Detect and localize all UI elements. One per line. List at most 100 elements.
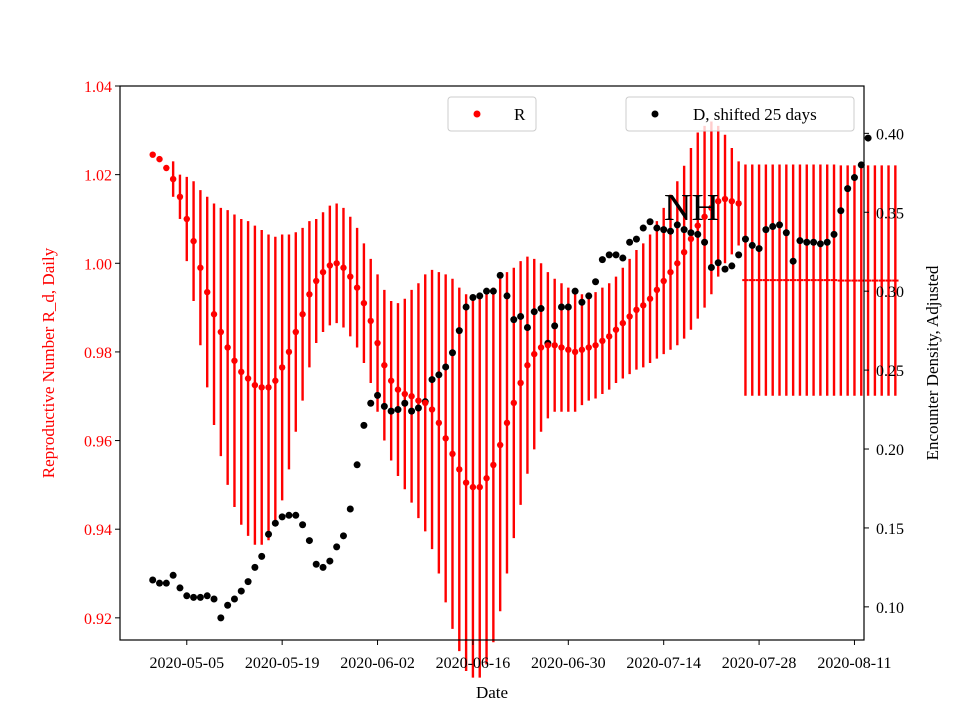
r-point xyxy=(544,342,552,349)
r-point xyxy=(204,288,211,296)
r-point xyxy=(571,348,579,356)
d-point xyxy=(564,303,572,311)
left-y-tick-label: 0.96 xyxy=(84,434,112,451)
r-point xyxy=(394,386,402,393)
d-point xyxy=(380,402,388,410)
r-point xyxy=(251,381,259,389)
r-point xyxy=(510,399,518,407)
r-point xyxy=(353,284,361,291)
d-point xyxy=(850,174,858,182)
d-point xyxy=(244,578,252,586)
d-point xyxy=(169,571,177,579)
d-point xyxy=(687,229,695,237)
d-point xyxy=(251,563,259,571)
d-point xyxy=(339,532,347,540)
right-y-axis-label: Encounter Density, Adjusted xyxy=(923,265,942,460)
r-point xyxy=(674,260,681,267)
d-point xyxy=(353,461,361,469)
d-point xyxy=(728,262,736,270)
d-point xyxy=(237,587,245,595)
r-point xyxy=(551,342,558,349)
d-point xyxy=(292,511,300,519)
d-point xyxy=(387,407,395,415)
r-point xyxy=(578,346,586,353)
r-point xyxy=(462,479,470,486)
r-point xyxy=(496,441,504,449)
d-point xyxy=(598,256,606,264)
d-point xyxy=(258,552,266,560)
d-point xyxy=(374,391,382,399)
r-point xyxy=(626,313,633,320)
r-point xyxy=(537,344,545,351)
r-point xyxy=(442,435,449,442)
d-point xyxy=(626,238,634,246)
r-point xyxy=(687,235,695,243)
d-point xyxy=(346,505,354,513)
r-point xyxy=(701,213,708,220)
r-point xyxy=(326,262,334,269)
d-point xyxy=(448,349,456,357)
x-tick-label: 2020-07-14 xyxy=(626,655,701,672)
x-axis-ticks: 2020-05-05 2020-05-19 2020-06-02 2020-06-16… xyxy=(149,640,891,672)
d-point xyxy=(789,257,797,265)
r-point xyxy=(619,319,627,327)
d-point xyxy=(190,593,198,601)
r-point xyxy=(197,264,204,271)
d-point xyxy=(162,579,170,587)
r-point xyxy=(435,419,443,427)
r-point xyxy=(531,350,538,358)
r-point xyxy=(278,364,286,371)
d-point xyxy=(653,224,661,232)
r-point xyxy=(347,273,354,280)
d-point xyxy=(319,563,327,571)
d-point xyxy=(408,407,416,415)
d-point xyxy=(619,254,627,262)
d-point xyxy=(769,222,777,230)
r-point xyxy=(476,483,483,491)
r-point xyxy=(708,204,715,212)
right-y-tick-label: 0.20 xyxy=(876,442,904,459)
d-point xyxy=(667,227,675,235)
legend-r-marker xyxy=(473,110,481,118)
d-point xyxy=(592,278,600,286)
d-point xyxy=(530,308,538,316)
d-point xyxy=(489,287,497,295)
r-point xyxy=(585,344,592,351)
right-y-tick-label: 0.10 xyxy=(876,600,904,617)
d-point xyxy=(305,537,313,545)
d-point xyxy=(578,298,586,306)
d-point xyxy=(646,218,654,226)
d-points xyxy=(149,134,872,622)
d-point xyxy=(782,229,790,237)
r-point xyxy=(483,475,490,482)
x-tick-label: 2020-05-05 xyxy=(149,655,224,672)
r-point xyxy=(210,311,218,318)
d-point xyxy=(694,230,702,238)
r-point xyxy=(646,295,654,302)
d-point xyxy=(762,226,770,234)
d-point xyxy=(183,592,191,600)
d-point xyxy=(523,323,531,331)
d-point xyxy=(816,240,824,248)
x-tick-label: 2020-06-02 xyxy=(340,655,415,672)
r-point xyxy=(653,286,661,294)
d-point xyxy=(503,292,511,300)
legend-r-box xyxy=(447,96,537,132)
d-point xyxy=(217,614,225,622)
d-point xyxy=(673,221,681,229)
x-tick-label: 2020-07-28 xyxy=(722,655,797,672)
r-point xyxy=(558,344,565,351)
d-point xyxy=(707,264,715,272)
d-point xyxy=(285,511,293,519)
legend-d-box xyxy=(625,96,855,132)
r-point xyxy=(633,306,640,314)
r-point xyxy=(183,215,190,223)
d-point xyxy=(701,238,709,246)
d-point xyxy=(517,312,525,320)
r-point xyxy=(360,299,368,307)
left-y-tick-label: 1.04 xyxy=(84,79,112,96)
r-point xyxy=(333,260,340,267)
r-point xyxy=(490,461,497,469)
r-point xyxy=(456,466,463,473)
d-point xyxy=(776,221,784,229)
